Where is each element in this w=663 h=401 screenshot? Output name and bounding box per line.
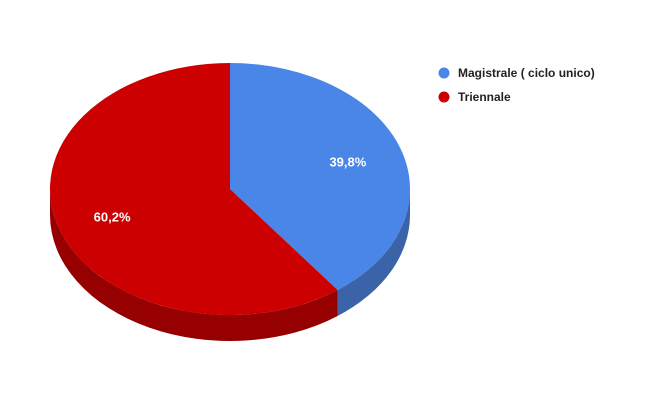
slice-label-layer: 39,8% 60,2% [94, 155, 367, 225]
slice-label-triennale: 60,2% [94, 209, 131, 224]
slice-magistrale[interactable] [230, 63, 411, 290]
pie-top-layer [50, 63, 411, 315]
legend-swatch-triennale [438, 91, 450, 103]
legend-label-magistrale: Magistrale ( ciclo unico) [458, 66, 595, 80]
legend-swatch-magistrale [438, 67, 450, 79]
slice-label-magistrale: 39,8% [329, 155, 366, 170]
legend-label-triennale: Triennale [458, 90, 511, 104]
legend-entry-magistrale[interactable]: Magistrale ( ciclo unico) [438, 66, 595, 80]
pie-depth-layer [50, 189, 410, 341]
slice-side-triennale [50, 189, 338, 341]
legend: Magistrale ( ciclo unico) Triennale [438, 66, 595, 104]
legend-entry-triennale[interactable]: Triennale [438, 90, 512, 104]
slice-side-magistrale [337, 189, 410, 316]
slice-triennale[interactable] [50, 63, 338, 315]
